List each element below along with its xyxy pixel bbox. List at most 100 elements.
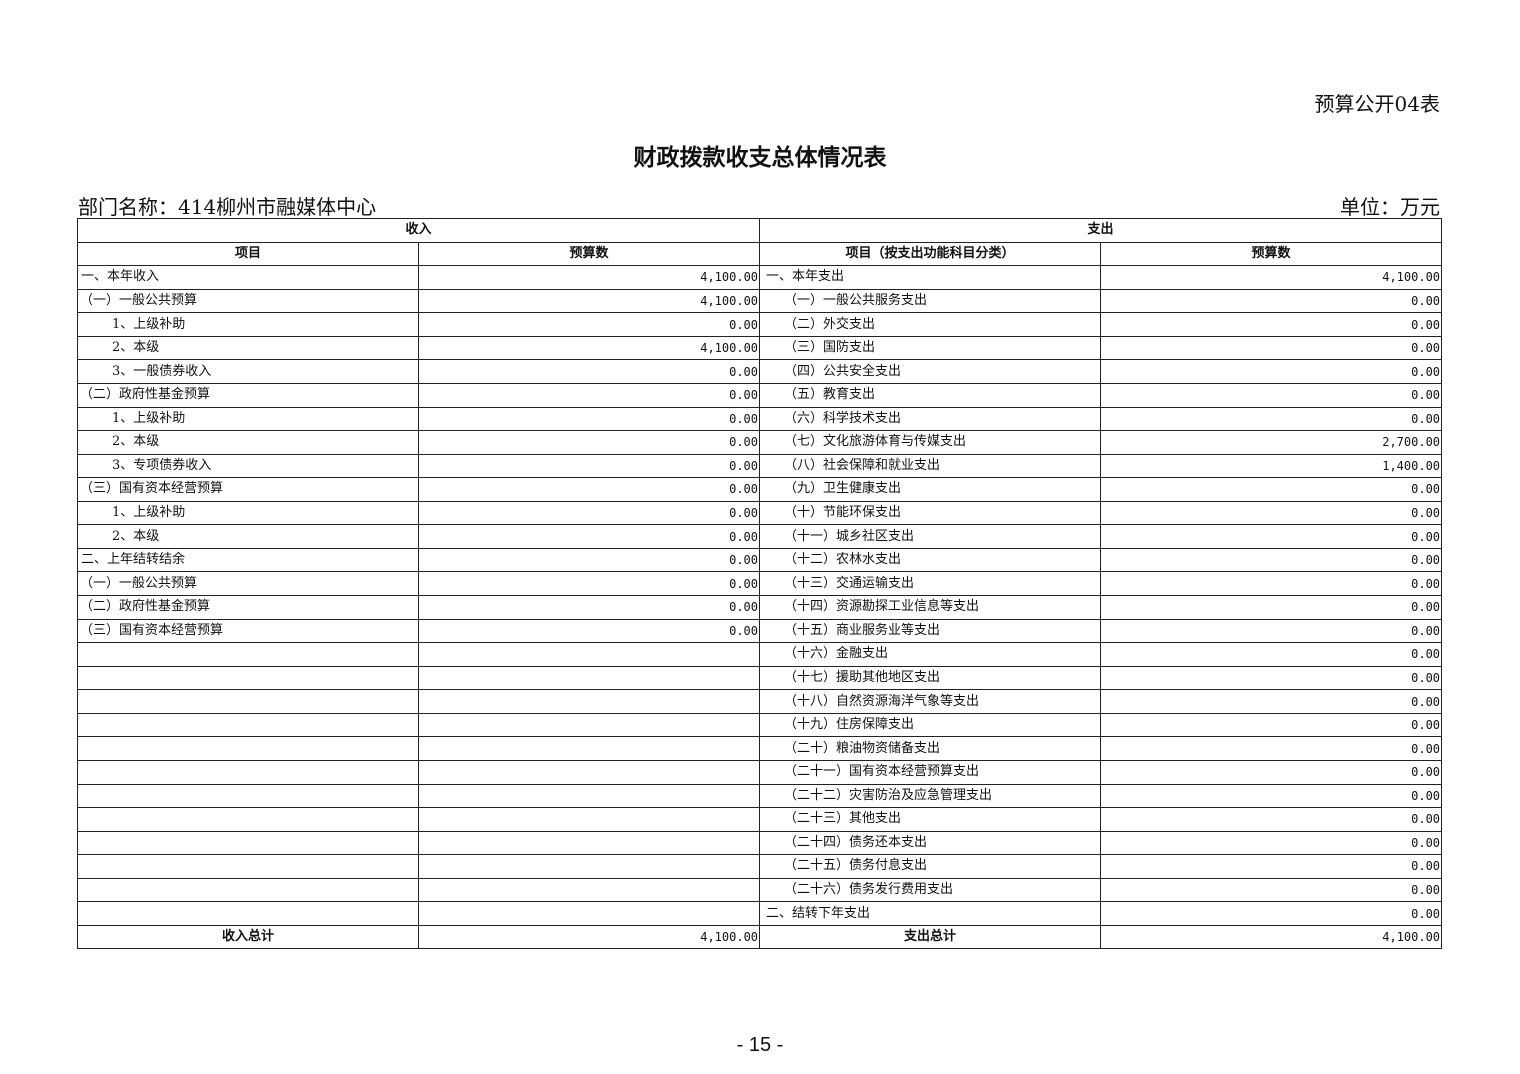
expense-amount: 0.00 bbox=[1100, 312, 1443, 337]
expense-item: （十五）商业服务业等支出 bbox=[759, 618, 1102, 644]
income-item-empty bbox=[77, 712, 419, 738]
expense-amount: 1,400.00 bbox=[1100, 453, 1443, 479]
income-amount-empty bbox=[417, 877, 761, 903]
income-item-empty bbox=[77, 783, 419, 809]
income-item: 2、本级 bbox=[77, 524, 419, 549]
table-row: 一、本年收入 4,100.00 一、本年支出 4,100.00 bbox=[77, 265, 1443, 290]
expense-item: （十六）金融支出 bbox=[759, 642, 1102, 667]
table-row: （二十五）债务付息支出 0.00 bbox=[77, 854, 1443, 879]
table-row: 2、本级 4,100.00 （三）国防支出 0.00 bbox=[77, 335, 1443, 361]
income-amount-empty bbox=[417, 712, 761, 738]
expense-amount: 0.00 bbox=[1100, 901, 1443, 926]
income-item-empty bbox=[77, 854, 419, 879]
income-item: 二、上年结转结余 bbox=[77, 547, 419, 573]
table-row: 1、上级补助 0.00 （六）科学技术支出 0.00 bbox=[77, 406, 1443, 432]
income-item: （一）一般公共预算 bbox=[77, 571, 419, 596]
expense-item: （二十三）其他支出 bbox=[759, 807, 1102, 832]
table-row: （十九）住房保障支出 0.00 bbox=[77, 712, 1443, 738]
income-item: 2、本级 bbox=[77, 430, 419, 455]
table-row: （二十二）灾害防治及应急管理支出 0.00 bbox=[77, 783, 1443, 809]
income-amount: 4,100.00 bbox=[417, 265, 761, 290]
income-amount: 0.00 bbox=[417, 547, 761, 573]
expense-amount: 2,700.00 bbox=[1100, 430, 1443, 455]
income-amount: 4,100.00 bbox=[417, 288, 761, 314]
col-expense-item: 项目（按支出功能科目分类） bbox=[759, 241, 1102, 267]
expense-item: （二十五）债务付息支出 bbox=[759, 854, 1102, 879]
income-amount: 0.00 bbox=[417, 595, 761, 620]
expense-item: 一、本年支出 bbox=[759, 265, 1102, 290]
income-amount-empty bbox=[417, 830, 761, 856]
table-row: 1、上级补助 0.00 （二）外交支出 0.00 bbox=[77, 312, 1443, 337]
income-amount: 0.00 bbox=[417, 430, 761, 455]
income-item-empty bbox=[77, 901, 419, 926]
income-amount-empty bbox=[417, 901, 761, 926]
income-item: 1、上级补助 bbox=[77, 406, 419, 432]
table-row: 1、上级补助 0.00 （十）节能环保支出 0.00 bbox=[77, 500, 1443, 526]
table-row: （十八）自然资源海洋气象等支出 0.00 bbox=[77, 689, 1443, 714]
expense-item: （七）文化旅游体育与传媒支出 bbox=[759, 430, 1102, 455]
col-income-item: 项目 bbox=[77, 241, 419, 267]
income-amount: 0.00 bbox=[417, 477, 761, 502]
expense-item: （二十二）灾害防治及应急管理支出 bbox=[759, 783, 1102, 809]
income-amount: 0.00 bbox=[417, 453, 761, 479]
table-row: （二十三）其他支出 0.00 bbox=[77, 807, 1443, 832]
income-amount: 0.00 bbox=[417, 500, 761, 526]
income-total: 4,100.00 bbox=[417, 924, 761, 950]
income-item: 3、专项债券收入 bbox=[77, 453, 419, 479]
table-row: （二）政府性基金预算 0.00 （五）教育支出 0.00 bbox=[77, 382, 1443, 408]
income-amount-empty bbox=[417, 736, 761, 761]
table-row: （二）政府性基金预算 0.00 （十四）资源勘探工业信息等支出 0.00 bbox=[77, 595, 1443, 620]
expense-amount: 0.00 bbox=[1100, 618, 1443, 644]
income-amount: 0.00 bbox=[417, 524, 761, 549]
income-item: 3、一般债券收入 bbox=[77, 359, 419, 384]
table-row: 2、本级 0.00 （十一）城乡社区支出 0.00 bbox=[77, 524, 1443, 549]
expense-item: （二）外交支出 bbox=[759, 312, 1102, 337]
expense-amount: 0.00 bbox=[1100, 524, 1443, 549]
table-row: （十六）金融支出 0.00 bbox=[77, 642, 1443, 667]
income-item: 2、本级 bbox=[77, 335, 419, 361]
expense-amount: 0.00 bbox=[1100, 665, 1443, 691]
expense-amount: 0.00 bbox=[1100, 736, 1443, 761]
expense-total-label: 支出总计 bbox=[759, 924, 1102, 950]
income-amount: 0.00 bbox=[417, 382, 761, 408]
total-row: 收入总计 4,100.00 支出总计 4,100.00 bbox=[77, 924, 1443, 950]
expense-item: （二十）粮油物资储备支出 bbox=[759, 736, 1102, 761]
expense-item: （八）社会保障和就业支出 bbox=[759, 453, 1102, 479]
expense-amount: 0.00 bbox=[1100, 382, 1443, 408]
expense-item: （四）公共安全支出 bbox=[759, 359, 1102, 384]
expense-item: （十二）农林水支出 bbox=[759, 547, 1102, 573]
expense-amount: 0.00 bbox=[1100, 595, 1443, 620]
expense-item: （十四）资源勘探工业信息等支出 bbox=[759, 595, 1102, 620]
income-amount: 0.00 bbox=[417, 359, 761, 384]
expense-amount: 0.00 bbox=[1100, 500, 1443, 526]
table-row: 二、结转下年支出 0.00 bbox=[77, 901, 1443, 926]
expense-header: 支出 bbox=[759, 218, 1443, 243]
table-row: 3、一般债券收入 0.00 （四）公共安全支出 0.00 bbox=[77, 359, 1443, 384]
income-item-empty bbox=[77, 736, 419, 761]
expense-item: （三）国防支出 bbox=[759, 335, 1102, 361]
section-header-row: 收入 支出 bbox=[76, 218, 1443, 243]
income-amount: 4,100.00 bbox=[417, 335, 761, 361]
expense-item: （二十四）债务还本支出 bbox=[759, 830, 1102, 856]
expense-amount: 0.00 bbox=[1100, 783, 1443, 809]
table-row: （二十）粮油物资储备支出 0.00 bbox=[77, 736, 1443, 761]
expense-amount: 0.00 bbox=[1100, 359, 1443, 384]
expense-amount: 0.00 bbox=[1100, 854, 1443, 879]
income-amount-empty bbox=[417, 689, 761, 714]
income-item-empty bbox=[77, 689, 419, 714]
expense-item: 二、结转下年支出 bbox=[759, 901, 1102, 926]
budget-table: 收入 支出 项目 预算数 项目（按支出功能科目分类） 预算数 一、本年收入 4,1… bbox=[76, 218, 1443, 950]
expense-amount: 0.00 bbox=[1100, 830, 1443, 856]
income-item-empty bbox=[77, 665, 419, 691]
expense-item: （一）一般公共服务支出 bbox=[759, 288, 1102, 314]
column-header-row: 项目 预算数 项目（按支出功能科目分类） 预算数 bbox=[77, 241, 1443, 267]
table-row: （十七）援助其他地区支出 0.00 bbox=[77, 665, 1443, 691]
table-row: （一）一般公共预算 4,100.00 （一）一般公共服务支出 0.00 bbox=[77, 288, 1443, 314]
income-amount: 0.00 bbox=[417, 618, 761, 644]
expense-amount: 0.00 bbox=[1100, 288, 1443, 314]
income-header: 收入 bbox=[76, 218, 761, 243]
income-amount-empty bbox=[417, 854, 761, 879]
expense-item: （十七）援助其他地区支出 bbox=[759, 665, 1102, 691]
expense-item: （五）教育支出 bbox=[759, 382, 1102, 408]
income-item: 1、上级补助 bbox=[77, 500, 419, 526]
